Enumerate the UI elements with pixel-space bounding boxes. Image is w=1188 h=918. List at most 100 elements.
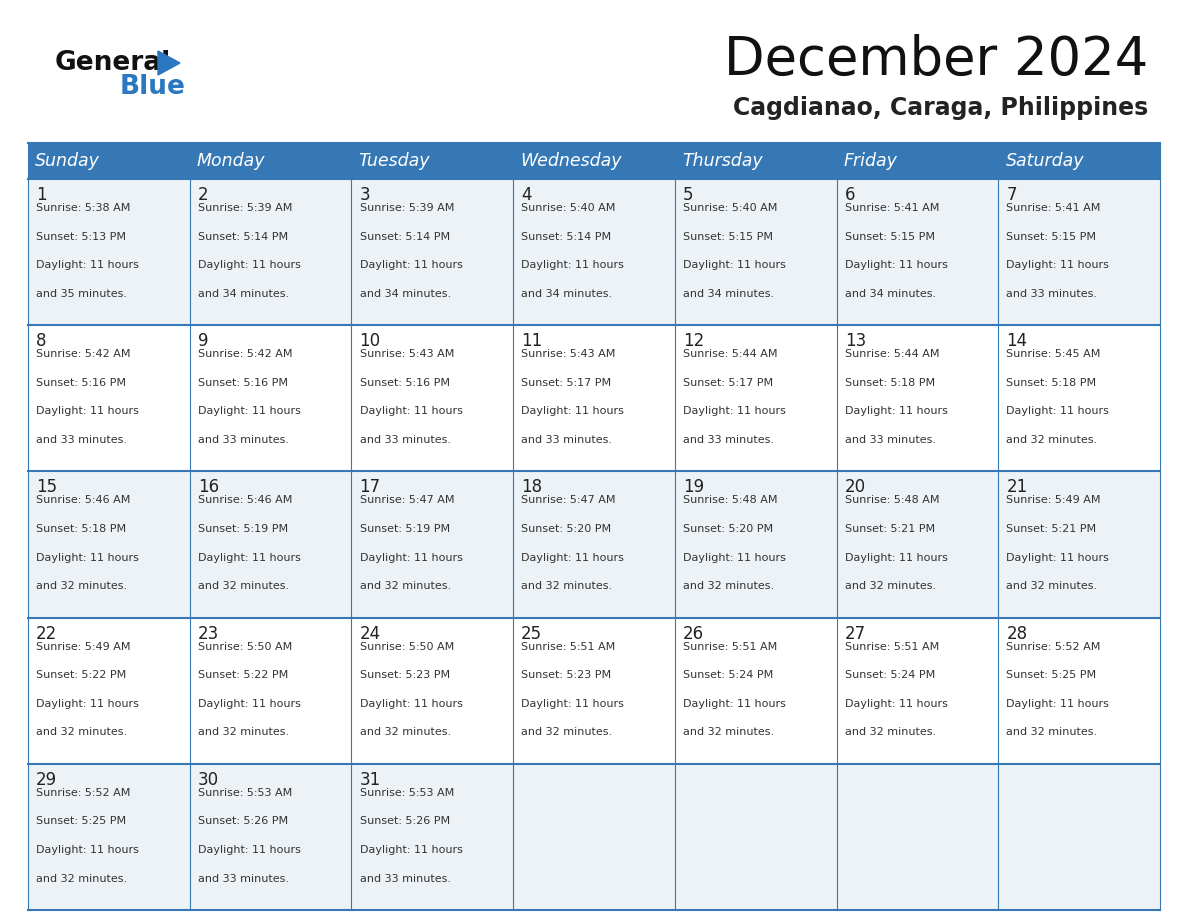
Text: Sunset: 5:24 PM: Sunset: 5:24 PM	[683, 670, 773, 680]
Text: Sunrise: 5:42 AM: Sunrise: 5:42 AM	[36, 349, 131, 359]
Bar	[998, 325, 1159, 472]
Text: and 32 minutes.: and 32 minutes.	[1006, 581, 1098, 591]
Bar	[352, 472, 513, 618]
Text: Sunrise: 5:52 AM: Sunrise: 5:52 AM	[1006, 642, 1101, 652]
Text: 15: 15	[36, 478, 57, 497]
Text: Daylight: 11 hours: Daylight: 11 hours	[522, 260, 624, 270]
Text: and 33 minutes.: and 33 minutes.	[845, 435, 936, 445]
Text: Sunset: 5:20 PM: Sunset: 5:20 PM	[683, 524, 773, 534]
Text: and 33 minutes.: and 33 minutes.	[360, 435, 450, 445]
Text: and 33 minutes.: and 33 minutes.	[360, 874, 450, 884]
Text: Daylight: 11 hours: Daylight: 11 hours	[522, 407, 624, 417]
Text: Daylight: 11 hours: Daylight: 11 hours	[845, 699, 948, 709]
Text: 23: 23	[197, 624, 219, 643]
Text: Tuesday: Tuesday	[359, 152, 430, 170]
Text: Sunset: 5:19 PM: Sunset: 5:19 PM	[197, 524, 287, 534]
Text: and 32 minutes.: and 32 minutes.	[197, 727, 289, 737]
Bar	[998, 143, 1159, 179]
Bar	[675, 325, 836, 472]
Text: Sunset: 5:17 PM: Sunset: 5:17 PM	[683, 378, 773, 387]
Text: Daylight: 11 hours: Daylight: 11 hours	[36, 260, 139, 270]
Text: and 33 minutes.: and 33 minutes.	[1006, 289, 1098, 299]
Text: Sunset: 5:26 PM: Sunset: 5:26 PM	[197, 816, 287, 826]
Text: Sunrise: 5:39 AM: Sunrise: 5:39 AM	[360, 203, 454, 213]
Text: 19: 19	[683, 478, 704, 497]
Text: and 34 minutes.: and 34 minutes.	[845, 289, 936, 299]
Text: and 32 minutes.: and 32 minutes.	[683, 581, 775, 591]
Text: Sunrise: 5:44 AM: Sunrise: 5:44 AM	[845, 349, 940, 359]
Bar	[836, 179, 998, 325]
Text: Sunrise: 5:48 AM: Sunrise: 5:48 AM	[683, 496, 777, 506]
Text: and 32 minutes.: and 32 minutes.	[1006, 727, 1098, 737]
Text: 17: 17	[360, 478, 380, 497]
Text: Daylight: 11 hours: Daylight: 11 hours	[197, 260, 301, 270]
Text: 3: 3	[360, 186, 371, 204]
Text: 20: 20	[845, 478, 866, 497]
Text: and 32 minutes.: and 32 minutes.	[36, 581, 127, 591]
Bar	[352, 179, 513, 325]
Text: Sunrise: 5:41 AM: Sunrise: 5:41 AM	[1006, 203, 1101, 213]
Text: Sunset: 5:16 PM: Sunset: 5:16 PM	[36, 378, 126, 387]
Text: Sunrise: 5:50 AM: Sunrise: 5:50 AM	[360, 642, 454, 652]
Text: Daylight: 11 hours: Daylight: 11 hours	[197, 845, 301, 855]
Bar	[836, 472, 998, 618]
Bar	[836, 143, 998, 179]
Text: Sunrise: 5:51 AM: Sunrise: 5:51 AM	[522, 642, 615, 652]
Bar	[190, 472, 352, 618]
Text: Sunrise: 5:41 AM: Sunrise: 5:41 AM	[845, 203, 939, 213]
Text: Sunset: 5:14 PM: Sunset: 5:14 PM	[522, 231, 612, 241]
Text: and 32 minutes.: and 32 minutes.	[845, 727, 936, 737]
Text: 2: 2	[197, 186, 208, 204]
Text: Daylight: 11 hours: Daylight: 11 hours	[360, 260, 462, 270]
Text: Daylight: 11 hours: Daylight: 11 hours	[360, 845, 462, 855]
Bar	[190, 325, 352, 472]
Text: Blue: Blue	[120, 74, 185, 100]
Bar	[998, 764, 1159, 910]
Text: Daylight: 11 hours: Daylight: 11 hours	[360, 553, 462, 563]
Bar	[998, 179, 1159, 325]
Text: and 32 minutes.: and 32 minutes.	[1006, 435, 1098, 445]
Text: Sunset: 5:14 PM: Sunset: 5:14 PM	[360, 231, 449, 241]
Text: 31: 31	[360, 771, 381, 789]
Text: Sunset: 5:13 PM: Sunset: 5:13 PM	[36, 231, 126, 241]
Bar	[190, 179, 352, 325]
Text: Saturday: Saturday	[1005, 152, 1085, 170]
Text: 12: 12	[683, 332, 704, 350]
Bar	[29, 179, 190, 325]
Text: 26: 26	[683, 624, 704, 643]
Text: and 32 minutes.: and 32 minutes.	[36, 727, 127, 737]
Text: Sunset: 5:15 PM: Sunset: 5:15 PM	[683, 231, 773, 241]
Text: Sunrise: 5:40 AM: Sunrise: 5:40 AM	[522, 203, 615, 213]
Text: Sunset: 5:21 PM: Sunset: 5:21 PM	[1006, 524, 1097, 534]
Text: Daylight: 11 hours: Daylight: 11 hours	[845, 260, 948, 270]
Text: 6: 6	[845, 186, 855, 204]
Bar	[190, 618, 352, 764]
Text: and 33 minutes.: and 33 minutes.	[36, 435, 127, 445]
Text: Daylight: 11 hours: Daylight: 11 hours	[683, 699, 785, 709]
Text: and 32 minutes.: and 32 minutes.	[683, 727, 775, 737]
Text: Sunset: 5:23 PM: Sunset: 5:23 PM	[522, 670, 612, 680]
Text: Daylight: 11 hours: Daylight: 11 hours	[36, 407, 139, 417]
Bar	[29, 143, 190, 179]
Text: Daylight: 11 hours: Daylight: 11 hours	[522, 699, 624, 709]
Text: Sunrise: 5:40 AM: Sunrise: 5:40 AM	[683, 203, 777, 213]
Text: 28: 28	[1006, 624, 1028, 643]
Text: Sunset: 5:24 PM: Sunset: 5:24 PM	[845, 670, 935, 680]
Text: 7: 7	[1006, 186, 1017, 204]
Text: and 32 minutes.: and 32 minutes.	[36, 874, 127, 884]
Text: and 33 minutes.: and 33 minutes.	[197, 435, 289, 445]
Text: 21: 21	[1006, 478, 1028, 497]
Text: and 34 minutes.: and 34 minutes.	[197, 289, 289, 299]
Text: Thursday: Thursday	[682, 152, 763, 170]
Text: Wednesday: Wednesday	[520, 152, 623, 170]
Text: Daylight: 11 hours: Daylight: 11 hours	[197, 407, 301, 417]
Bar	[190, 143, 352, 179]
Text: 9: 9	[197, 332, 208, 350]
Bar	[513, 325, 675, 472]
Text: Sunset: 5:20 PM: Sunset: 5:20 PM	[522, 524, 612, 534]
Text: Sunset: 5:16 PM: Sunset: 5:16 PM	[197, 378, 287, 387]
Text: 14: 14	[1006, 332, 1028, 350]
Bar	[352, 618, 513, 764]
Text: 24: 24	[360, 624, 380, 643]
Text: Sunrise: 5:42 AM: Sunrise: 5:42 AM	[197, 349, 292, 359]
